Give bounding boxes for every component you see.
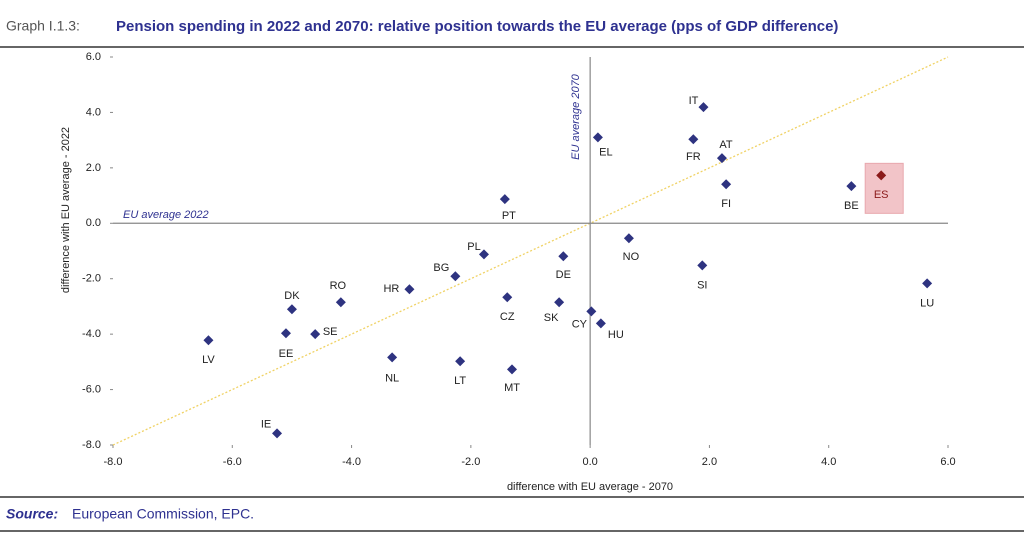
point [272,428,283,439]
y-tick-label: 2.0 [86,162,101,174]
point-label: LV [202,354,215,366]
point-label: BG [433,262,449,274]
point-label: NO [623,251,640,263]
point [335,297,346,308]
x-tick-label: -6.0 [223,456,242,468]
point-label: HU [608,329,624,341]
point [846,181,857,192]
point-label: MT [504,382,520,394]
point [310,329,321,340]
point-label: LU [920,297,934,309]
point [876,170,887,181]
point-label: HR [383,283,399,295]
x-axis-label: difference with EU average - 2070 [507,481,673,493]
point [507,364,518,375]
y-tick-label: -2.0 [82,273,101,285]
chart-title: Pension spending in 2022 and 2070: relat… [116,18,838,35]
highlight-box [864,162,904,214]
point [387,352,398,363]
point [595,318,606,329]
y-tick-label: 0.0 [86,217,101,229]
x-tick-label: 6.0 [940,456,955,468]
y-tick-label: -4.0 [82,328,101,340]
point-label: CY [572,318,588,330]
point-label: CZ [500,311,515,323]
point [716,153,727,164]
point-label: EE [279,348,294,360]
source-label: Source: [6,506,58,522]
x-tick-label: -2.0 [461,456,480,468]
point-label: PL [467,241,480,253]
point-label: LT [454,375,466,387]
point-label: IE [261,418,271,430]
y-tick-label: 4.0 [86,106,101,118]
point-label: EL [599,146,612,158]
point-label: FR [686,151,701,163]
point [586,306,597,317]
point [922,278,933,289]
y-tick-label: 6.0 [86,51,101,63]
point [697,260,708,271]
x-tick-label: 4.0 [821,456,836,468]
x-tick-label: 2.0 [702,456,717,468]
point [478,249,489,260]
point [592,132,603,143]
point [688,134,699,145]
point [499,194,510,205]
point [623,233,634,244]
source: European Commission, EPC. [72,506,254,522]
point-label: SI [697,279,707,291]
point-label: NL [385,372,399,384]
point [404,284,415,295]
point [554,297,565,308]
point [286,304,297,315]
point [455,356,466,367]
point-label: AT [719,139,733,151]
y-axis-label: difference with EU average - 2022 [60,127,72,293]
eu-average-2070-label: EU average 2070 [570,73,582,159]
x-tick-label: -8.0 [104,456,123,468]
x-tick-label: 0.0 [582,456,597,468]
point-label: SE [323,326,338,338]
point [203,335,214,346]
y-tick-label: -8.0 [82,439,101,451]
point-label: ES [874,189,889,201]
point-label: DE [556,269,571,281]
point-label: RO [330,280,347,292]
y-tick-label: -6.0 [82,383,101,395]
point-label: IT [689,95,699,107]
point-label: BE [844,200,859,212]
eu-average-2022-label: EU average 2022 [123,209,209,221]
point [558,251,569,262]
point [502,292,513,303]
graph-label: Graph I.1.3: [6,18,80,34]
x-tick-label: -4.0 [342,456,361,468]
point-label: PT [502,210,516,222]
point-label: DK [284,290,300,302]
point [450,271,461,282]
point [280,328,291,339]
point-label: SK [544,312,559,324]
point [721,179,732,190]
point [698,102,709,113]
point-label: FI [721,198,731,210]
diagonal [112,56,949,446]
